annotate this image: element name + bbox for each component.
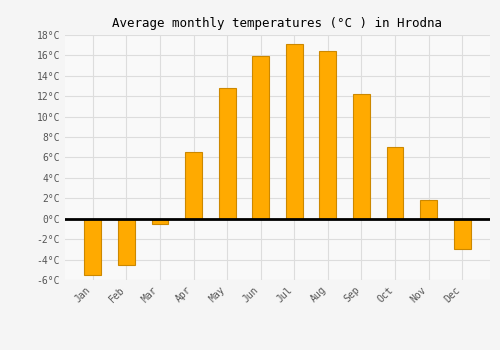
Bar [353, 94, 370, 219]
Title: Average monthly temperatures (°C ) in Hrodna: Average monthly temperatures (°C ) in Hr… [112, 17, 442, 30]
Bar [420, 200, 437, 219]
Bar [386, 147, 404, 219]
Bar [454, 219, 470, 249]
Bar [152, 219, 168, 224]
Bar [185, 152, 202, 219]
Bar [118, 219, 134, 265]
Bar [286, 44, 302, 219]
Bar [218, 88, 236, 219]
Bar [84, 219, 101, 275]
Bar [320, 51, 336, 219]
Bar [252, 56, 269, 219]
